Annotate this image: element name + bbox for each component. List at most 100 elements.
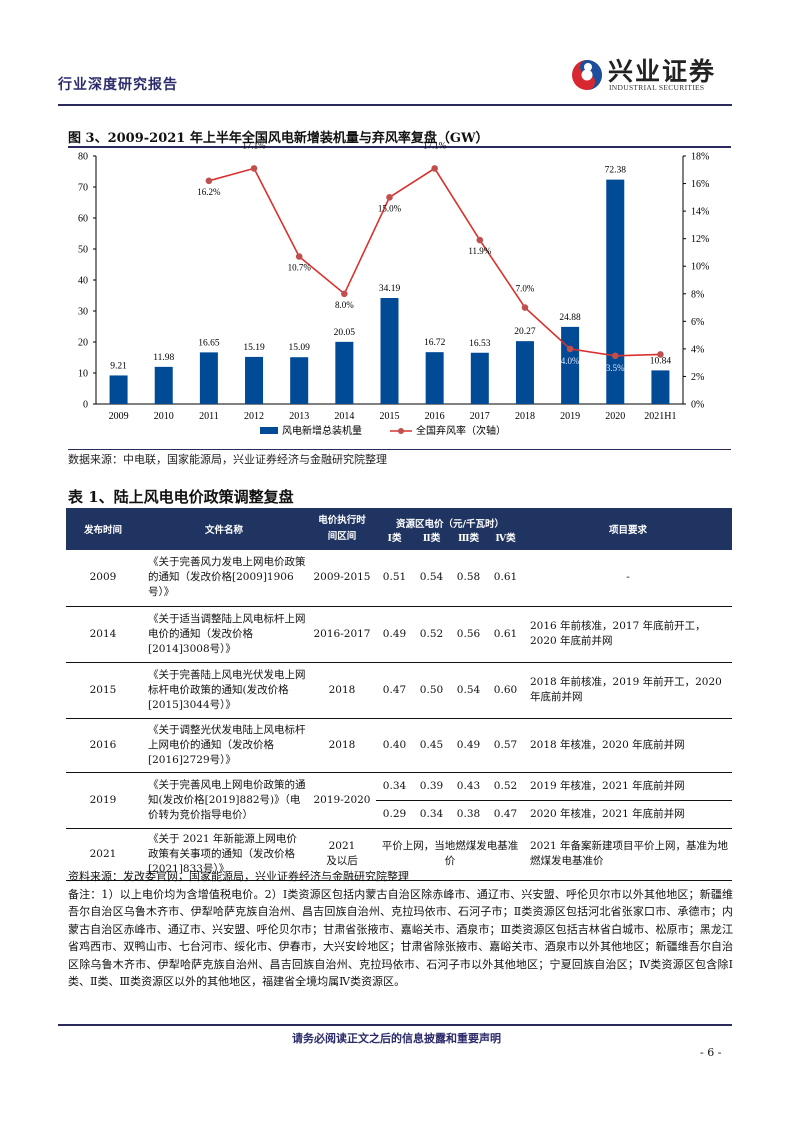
curtailment-point: [205, 177, 213, 185]
curtailment-point: [476, 236, 484, 244]
cell-requirement: 2018 年前核准，2019 年前开工，2020 年底前并网: [524, 662, 732, 719]
bar: [245, 356, 264, 404]
curtailment-label: 17.1%: [423, 140, 447, 150]
y-left-tick: 40: [78, 276, 88, 287]
cell-period: 2009-2015: [308, 550, 376, 607]
cell-price-c3: 0.54: [450, 662, 487, 719]
bar-label: 20.27: [514, 327, 536, 337]
bar-label: 9.21: [110, 361, 127, 371]
table-row: 2021 《关于 2021 年新能源上网电价政策有关事项的通知（发改价格[202…: [66, 828, 732, 881]
logo-text-cn: 兴业证券: [608, 57, 717, 86]
y-left-tick: 0: [83, 400, 88, 411]
y-left-tick: 50: [78, 245, 88, 256]
y-right-tick: 2%: [691, 372, 704, 383]
bar: [606, 179, 625, 404]
y-left-tick: 20: [78, 338, 88, 349]
cell-date: 2019: [66, 772, 140, 829]
cell-price-c2: 0.45: [413, 718, 450, 773]
table-source: 资料来源：发改委官网，国家能源局，兴业证券经济与金融研究院整理: [68, 870, 409, 883]
bar-label: 24.88: [559, 313, 581, 323]
cell-date: 2009: [66, 550, 140, 607]
cell-requirement: 2018 年核准，2020 年底前并网: [524, 718, 732, 773]
col-header-class1: Ⅰ类: [376, 530, 413, 550]
curtailment-line: [208, 167, 661, 357]
table-row: 2015 《关于完善陆上风电光伏发电上网标杆电价政策的通知(发改价格[2015]…: [66, 662, 732, 719]
cell-price-c1: 0.49: [376, 606, 413, 663]
x-tick: 2013: [289, 411, 309, 422]
bar-label: 72.38: [605, 166, 627, 176]
table-row: 2016 《关于调整光伏发电陆上风电标杆上网电价的通知（发改价格[2016]27…: [66, 718, 732, 773]
cell-date: 2015: [66, 662, 140, 719]
cell-price-c2: 0.39: [413, 772, 450, 801]
bar: [561, 326, 580, 404]
logo-swirl-icon: [572, 60, 602, 90]
bar: [515, 341, 534, 404]
cell-doc: 《关于完善风力发电上网电价政策的通知（发改价格[2009]1906号）》: [140, 550, 308, 607]
curtailment-label: 4.0%: [561, 356, 580, 366]
curtailment-point: [250, 165, 258, 172]
cell-requirement: 2020 年核准，2021 年底前并网: [524, 800, 732, 829]
cell-price-c4: 0.60: [487, 662, 524, 719]
bar: [425, 352, 444, 404]
curtailment-label: 3.5%: [606, 363, 625, 373]
cell-price-c3: 0.58: [450, 550, 487, 607]
chart: 0 10 20 30 40 50 60 70 80 0% 2% 4% 6% 8% 10% 12% 14% 16% 1…: [78, 140, 709, 437]
cell-requirement: 2016 年前核准，2017 年底前开工，2020 年底前并网: [524, 606, 732, 663]
cell-price-c1: 0.29: [376, 800, 413, 829]
y-right-tick: 18%: [691, 152, 709, 163]
col-header-date: 发布时间: [66, 508, 140, 550]
cell-period: 2019-2020: [308, 772, 376, 829]
cell-price-c3: 0.49: [450, 718, 487, 773]
curtailment-point: [521, 304, 529, 311]
curtailment-point: [341, 290, 348, 298]
curtailment-label: 10.7%: [288, 263, 312, 273]
cell-requirement: 2021 年备案新建项目平价上网，基准为地燃煤发电基准价: [524, 828, 732, 881]
y-right-tick: 6%: [691, 317, 704, 328]
footer-divider: [58, 1024, 732, 1026]
curtailment-label: 15.0%: [378, 203, 402, 213]
y-right-tick: 16%: [691, 179, 709, 190]
x-tick: 2012: [244, 411, 264, 422]
y-left-tick: 30: [78, 307, 88, 318]
legend-bar-label: 风电新增总装机量: [282, 424, 362, 437]
cell-date: 2016: [66, 718, 140, 773]
x-tick: 2011: [199, 411, 219, 422]
cell-price-c2: 0.52: [413, 606, 450, 663]
bar: [470, 352, 489, 404]
cell-date: 2021: [66, 828, 140, 881]
y-right-tick: 12%: [691, 234, 709, 245]
curtailment-point: [295, 253, 303, 260]
cell-price-c3: 0.38: [450, 800, 487, 829]
y-left-tick: 80: [78, 152, 88, 163]
bar: [380, 298, 399, 404]
figure-title: 图 3、2009-2021 年上半年全国风电新增装机量与弃风率复盘（GW）: [68, 131, 489, 146]
figure-bottom-divider: [68, 449, 731, 450]
y-right-tick: 10%: [691, 262, 709, 273]
cell-doc: 《关于调整光伏发电陆上风电标杆上网电价的通知（发改价格[2016]2729号）》: [140, 718, 308, 773]
cell-doc: 《关于完善陆上风电光伏发电上网标杆电价政策的通知(发改价格[2015]3044号…: [140, 662, 308, 719]
curtailment-point: [657, 351, 664, 358]
page-number: - 6 -: [700, 1046, 722, 1059]
bar: [290, 357, 309, 404]
y-right-tick: 4%: [691, 344, 704, 355]
y-right-tick: 8%: [691, 289, 704, 300]
cell-price-c1: 0.47: [376, 662, 413, 719]
table-note: 备注：1）以上电价均为含增值税电价。2）Ⅰ类资源区包括内蒙古自治区除赤峰市、通辽…: [68, 887, 733, 989]
table-notes: 资料来源：发改委官网，国家能源局，兴业证券经济与金融研究院整理 备注：1）以上电…: [68, 868, 733, 991]
cell-period: 2018: [308, 662, 376, 719]
cell-period: 2018: [308, 718, 376, 773]
cell-date: 2014: [66, 606, 140, 663]
bar-label: 10.84: [650, 356, 672, 366]
bar: [335, 341, 354, 404]
logo-text-en: INDUSTRIAL SECURITIES: [609, 83, 705, 92]
curtailment-point: [386, 194, 393, 201]
company-logo: 兴业证券 INDUSTRIAL SECURITIES: [570, 52, 740, 98]
cell-price-text: 平价上网，当地燃煤发电基准价: [376, 828, 524, 881]
cell-price-c3: 0.43: [450, 772, 487, 801]
x-tick: 2010: [154, 411, 174, 422]
cell-doc: 《关于适当调整陆上风电标杆上网电价的通知（发改价格[2014]3008号）》: [140, 606, 308, 663]
cell-requirement: -: [524, 550, 732, 607]
legend-line-label: 全国弃风率（次轴）: [416, 424, 506, 437]
y-right-tick: 14%: [691, 207, 709, 218]
cell-price-c4: 0.61: [487, 550, 524, 607]
